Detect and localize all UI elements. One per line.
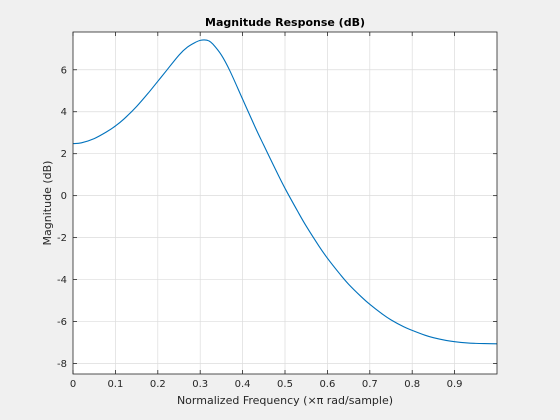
y-axis-label: Magnitude (dB) <box>41 161 54 246</box>
y-tick-label: 6 <box>61 65 67 76</box>
axis-ticks: 0 0.1 0.2 0.3 0.4 0.5 0.6 0.7 0.8 0.9 -8 -6 -4 -2 0 2 4 6 <box>57 32 497 390</box>
grid-lines <box>73 32 497 374</box>
x-tick-label: 0.9 <box>447 379 463 390</box>
y-tick-label: 0 <box>61 191 67 202</box>
chart-title: Magnitude Response (dB) <box>205 16 365 29</box>
y-tick-label: -8 <box>57 359 67 370</box>
y-tick-label: -4 <box>57 275 67 286</box>
y-tick-label: -2 <box>57 233 67 244</box>
series-lines <box>72 39 498 345</box>
x-tick-label: 0.6 <box>319 379 335 390</box>
x-tick-label: 0.4 <box>235 379 251 390</box>
y-tick-label: -6 <box>57 317 67 328</box>
x-tick-label: 0.7 <box>362 379 378 390</box>
magnitude-response-line <box>72 39 498 345</box>
x-axis-label: Normalized Frequency (×π rad/sample) <box>177 394 393 407</box>
y-tick-label: 2 <box>61 149 67 160</box>
x-tick-label: 0.1 <box>107 379 123 390</box>
x-tick-label: 0.8 <box>404 379 420 390</box>
x-tick-label: 0.2 <box>150 379 166 390</box>
y-tick-label: 4 <box>61 107 67 118</box>
x-tick-label: 0 <box>70 379 76 390</box>
x-tick-label: 0.5 <box>277 379 293 390</box>
x-tick-label: 0.3 <box>192 379 208 390</box>
